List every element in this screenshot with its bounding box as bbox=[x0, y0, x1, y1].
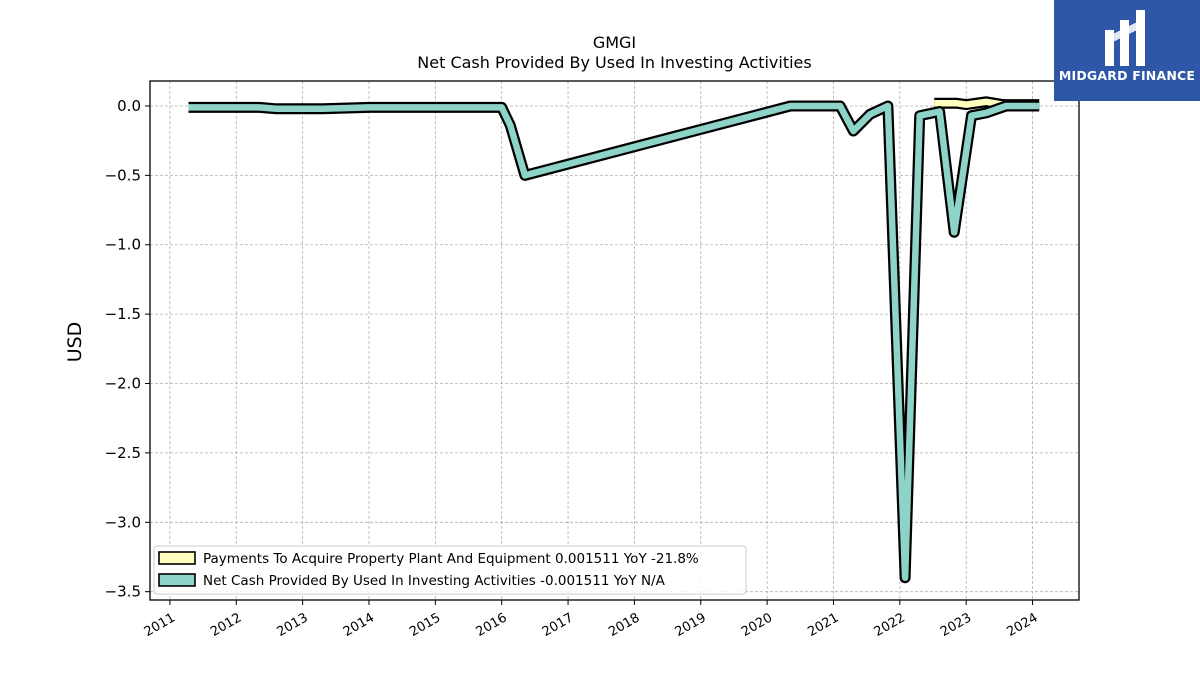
x-tick-label: 2022 bbox=[872, 610, 908, 640]
y-axis: 0.0 −0.5 −1.0 −1.5 −2.0 −2.5 −3.0 −3.5 bbox=[105, 97, 150, 601]
x-tick-label: 2012 bbox=[208, 610, 244, 640]
x-axis: 2011 2012 2013 2014 2015 2016 2017 2018 2019 2020… bbox=[142, 600, 1041, 640]
x-tick-label: 2024 bbox=[1004, 610, 1040, 640]
logo-text: MIDGARD FINANCE bbox=[1058, 68, 1196, 83]
series-line-net-cash bbox=[188, 102, 1040, 582]
x-tick-label: 2019 bbox=[673, 610, 709, 640]
y-tick-label: 0.0 bbox=[117, 97, 141, 115]
chart-subtitle: Net Cash Provided By Used In Investing A… bbox=[417, 53, 811, 72]
series-lines bbox=[188, 96, 1040, 584]
y-tick-label: −0.5 bbox=[105, 166, 141, 184]
logo-mark-icon bbox=[1105, 10, 1145, 66]
y-tick-label: −1.0 bbox=[105, 236, 141, 254]
x-tick-label: 2023 bbox=[938, 610, 974, 640]
y-tick-label: −3.0 bbox=[105, 513, 141, 531]
plot-frame bbox=[149, 80, 1080, 601]
y-tick-label: −2.0 bbox=[105, 375, 141, 393]
x-tick-label: 2015 bbox=[407, 610, 443, 640]
legend-label-net-cash: Net Cash Provided By Used In Investing A… bbox=[203, 573, 666, 589]
legend-swatch-payments bbox=[158, 551, 196, 565]
legend-swatch-net-cash bbox=[158, 573, 196, 587]
legend-label-payments: Payments To Acquire Property Plant And E… bbox=[203, 551, 699, 567]
grid bbox=[150, 81, 1079, 600]
x-tick-label: 2016 bbox=[474, 610, 510, 640]
y-axis-label: USD bbox=[64, 322, 86, 363]
x-tick-label: 2018 bbox=[606, 610, 642, 640]
x-tick-label: 2013 bbox=[274, 610, 310, 640]
brand-logo: MIDGARD FINANCE bbox=[1054, 0, 1200, 101]
x-tick-label: 2011 bbox=[142, 610, 178, 640]
y-tick-label: −1.5 bbox=[105, 305, 141, 323]
y-tick-label: −2.5 bbox=[105, 444, 141, 462]
y-tick-label: −3.5 bbox=[105, 583, 141, 601]
x-tick-label: 2017 bbox=[540, 610, 576, 640]
chart-title: GMGI bbox=[593, 33, 636, 52]
x-tick-label: 2020 bbox=[739, 610, 775, 640]
legend: Payments To Acquire Property Plant And E… bbox=[153, 545, 747, 595]
x-tick-label: 2021 bbox=[805, 610, 841, 640]
x-tick-label: 2014 bbox=[341, 610, 377, 640]
legend-box bbox=[153, 545, 747, 595]
